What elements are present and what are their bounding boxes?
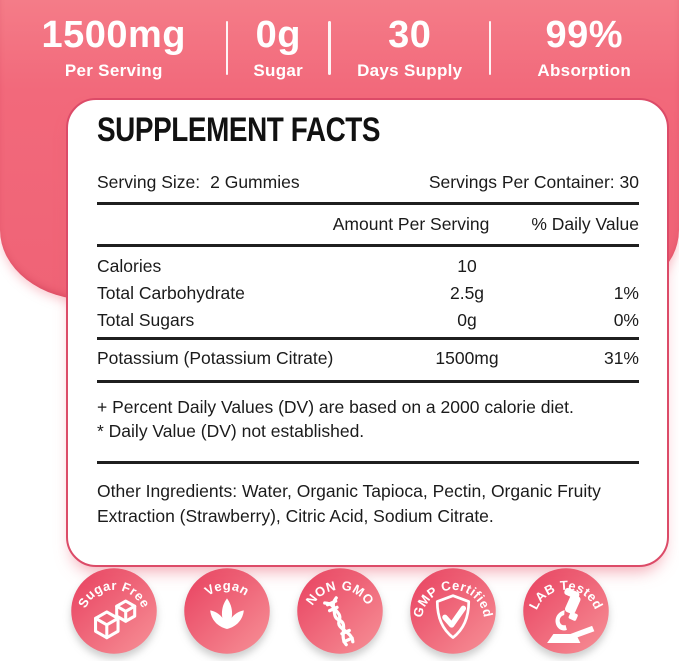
banner-item-per-serving: 1500mg Per Serving (2, 16, 226, 81)
nutrient-name: Total Carbohydrate (97, 283, 245, 303)
table-row-potassium: Potassium (Potassium Citrate) 1500mg 31% (97, 345, 639, 372)
divider-rule (97, 202, 639, 205)
nutrient-name: Potassium (Potassium Citrate) (97, 348, 334, 368)
amount-per-serving-header: Amount Per Serving (332, 214, 490, 234)
banner-divider (225, 21, 229, 75)
badge-non-gmo: NON GMO (295, 566, 385, 656)
banner-item-sugar: 0g Sugar (228, 16, 328, 81)
footnotes: + Percent Daily Values (DV) are based on… (97, 396, 639, 443)
other-ingredients: Other Ingredients: Water, Organic Tapioc… (97, 481, 601, 526)
table-row: Total Carbohydrate 2.5g 1% (97, 280, 639, 307)
badge-vegan: Vegan (182, 566, 272, 656)
nutrient-name: Total Sugars (97, 310, 195, 330)
nutrient-dv: 0% (613, 310, 639, 330)
feature-badges-row: Sugar Free Vegan (0, 566, 679, 656)
footnote-dv: + Percent Daily Values (DV) are based on… (97, 397, 574, 417)
svg-text:Vegan: Vegan (201, 578, 251, 599)
badge-lab-tested: LAB Tested (521, 566, 611, 656)
banner-value: 1500mg (41, 13, 187, 56)
microscope-icon (546, 587, 594, 643)
banner-label: Per Serving (64, 60, 163, 80)
serving-size-value: 2 Gummies (210, 172, 300, 192)
banner-value: 30 (388, 13, 432, 56)
banner-value: 99% (545, 13, 624, 56)
panel-title: SUPPLEMENT FACTS (97, 111, 381, 149)
nutrient-rows: Calories 10 Total Carbohydrate 2.5g 1% T… (97, 253, 639, 334)
divider-rule (97, 244, 639, 247)
servings-per-container: Servings Per Container: 30 (428, 172, 639, 192)
banner-divider (328, 21, 331, 75)
table-row: Total Sugars 0g 0% (97, 307, 639, 334)
nutrient-amount: 1500mg (435, 348, 499, 368)
divider-rule (97, 461, 639, 464)
daily-value-header: % Daily Value (531, 214, 639, 234)
footnote-not-established: * Daily Value (DV) not established. (97, 420, 365, 441)
nutrient-dv: 31% (603, 348, 639, 368)
nutrient-name: Calories (97, 256, 162, 276)
serving-size-label: Serving Size: (97, 172, 201, 192)
badge-label: Vegan (201, 578, 251, 599)
dna-icon (322, 596, 354, 647)
banner-label: Days Supply (357, 60, 463, 80)
table-header-row: Amount Per Serving % Daily Value (97, 213, 639, 235)
banner-label: Absorption (537, 60, 632, 80)
divider-rule (97, 380, 639, 383)
leaves-icon (209, 598, 244, 629)
serving-row: Serving Size: 2 Gummies Servings Per Cont… (97, 171, 639, 193)
supplement-facts-panel: SUPPLEMENT FACTS Serving Size: 2 Gummies … (66, 98, 669, 567)
banner-value: 0g (255, 13, 301, 56)
banner-item-absorption: 99% Absorption (491, 16, 677, 81)
nutrient-dv (547, 253, 639, 280)
nutrient-amount: 10 (457, 256, 477, 276)
serving-size: Serving Size: 2 Gummies (97, 171, 300, 193)
stats-banner: 1500mg Per Serving 0g Sugar 30 Days Supp… (0, 0, 679, 96)
badge-gmp-certified: GMP Certified (408, 566, 498, 656)
sugar-cubes-icon (93, 599, 136, 640)
badge-sugar-free: Sugar Free (69, 566, 159, 656)
divider-rule (97, 337, 639, 340)
nutrient-dv: 1% (613, 283, 639, 303)
shield-check-icon (435, 594, 470, 639)
banner-item-days-supply: 30 Days Supply (331, 16, 489, 81)
table-row: Calories 10 (97, 253, 639, 280)
nutrient-amount: 0g (457, 310, 477, 330)
banner-divider (488, 21, 492, 75)
banner-label: Sugar (253, 60, 304, 80)
nutrient-amount: 2.5g (449, 283, 485, 303)
